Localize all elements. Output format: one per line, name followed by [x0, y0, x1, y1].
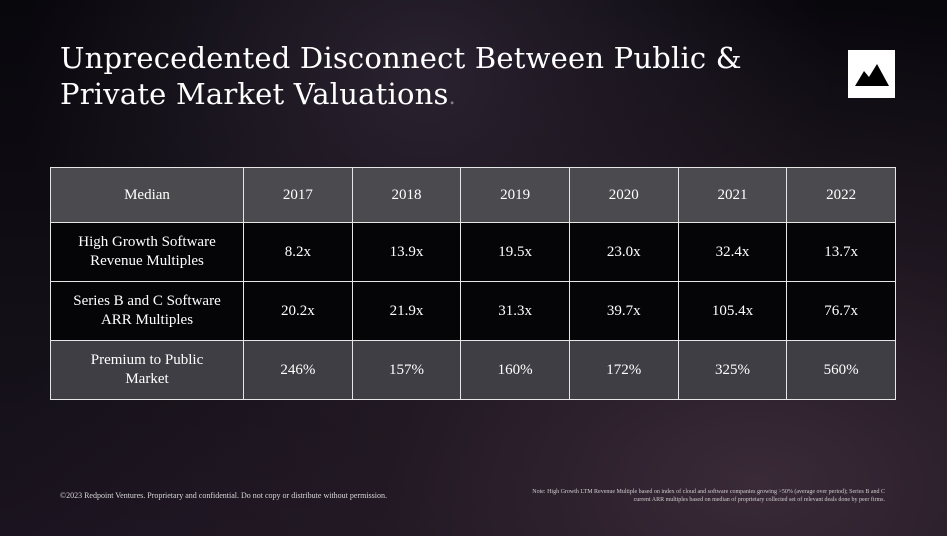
- table-cell: 246%: [243, 340, 353, 400]
- table-cell: 32.4x: [677, 222, 788, 282]
- table-cell: 8.2x: [243, 222, 353, 282]
- header-cell-2022: 2022: [786, 167, 896, 223]
- valuation-table: Median 2017 2018 2019 2020 2021 2022 Hig…: [50, 167, 896, 400]
- header-cell-2021: 2021: [677, 167, 788, 223]
- footnote-line: current ARR multiples based on median of…: [633, 497, 885, 503]
- header-cell-2020: 2020: [568, 167, 679, 223]
- footnote-line: Note: High Growth LTM Revenue Multiple b…: [532, 489, 885, 495]
- table-row-high-growth: High Growth Software Revenue Multiples 8…: [50, 222, 896, 282]
- table-cell: 105.4x: [677, 281, 788, 341]
- row-label-series-bc: Series B and C Software ARR Multiples: [50, 281, 244, 341]
- row-label-line: Premium to Public: [90, 352, 204, 368]
- header-cell-2019: 2019: [460, 167, 570, 223]
- slide-title-text: Unprecedented Disconnect Between Public …: [60, 41, 742, 111]
- table-cell: 325%: [677, 340, 788, 400]
- row-label-line: Series B and C Software: [73, 293, 221, 309]
- table-cell: 39.7x: [568, 281, 679, 341]
- row-label-line: High Growth Software: [78, 234, 216, 250]
- table-cell: 19.5x: [460, 222, 570, 282]
- table-cell: 20.2x: [243, 281, 353, 341]
- table-row-premium: Premium to Public Market 246% 157% 160% …: [50, 340, 896, 400]
- header-cell-median: Median: [50, 167, 244, 223]
- table-cell: 160%: [460, 340, 570, 400]
- mountain-logo-icon: [848, 50, 895, 98]
- row-label-premium: Premium to Public Market: [50, 340, 244, 400]
- row-label-line: ARR Multiples: [100, 312, 194, 328]
- mountain-logo-svg: [854, 64, 889, 86]
- slide-title: Unprecedented Disconnect Between Public …: [60, 40, 800, 116]
- table-cell: 13.9x: [351, 222, 462, 282]
- copyright-text: ©2023 Redpoint Ventures. Proprietary and…: [60, 491, 387, 500]
- table-cell: 560%: [786, 340, 896, 400]
- header-cell-2018: 2018: [351, 167, 462, 223]
- footnote: Note: High Growth LTM Revenue Multiple b…: [455, 488, 885, 504]
- table-cell: 172%: [568, 340, 679, 400]
- row-label-line: Market: [125, 371, 169, 387]
- table-header-row: Median 2017 2018 2019 2020 2021 2022: [50, 167, 896, 223]
- slide-title-dot: .: [448, 85, 456, 110]
- table-cell: 76.7x: [786, 281, 896, 341]
- table-cell: 21.9x: [351, 281, 462, 341]
- table-cell: 31.3x: [460, 281, 570, 341]
- row-label-high-growth: High Growth Software Revenue Multiples: [50, 222, 244, 282]
- table-cell: 13.7x: [786, 222, 896, 282]
- row-label-line: Revenue Multiples: [90, 253, 204, 269]
- table-cell: 23.0x: [568, 222, 679, 282]
- table-row-series-bc: Series B and C Software ARR Multiples 20…: [50, 281, 896, 341]
- table-cell: 157%: [351, 340, 462, 400]
- header-cell-2017: 2017: [243, 167, 353, 223]
